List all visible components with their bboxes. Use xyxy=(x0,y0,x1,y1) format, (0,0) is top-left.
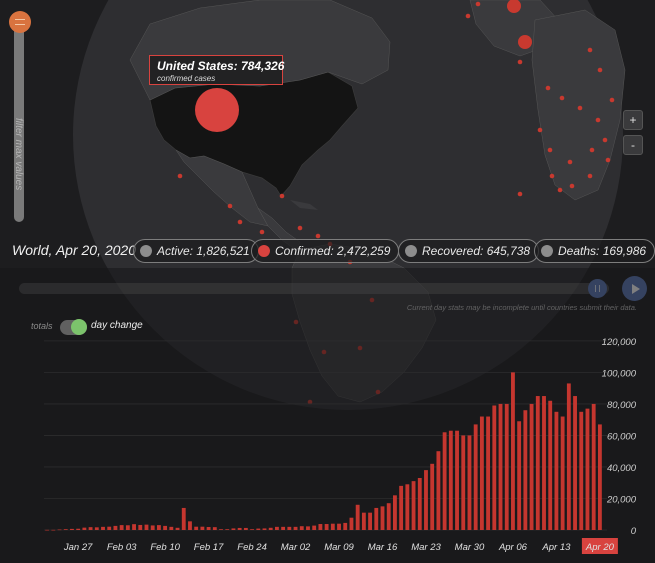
day-change-label[interactable]: day change xyxy=(91,320,143,331)
europe-land xyxy=(531,9,626,201)
case-marker[interactable] xyxy=(237,219,243,225)
caribbean-islands xyxy=(290,200,318,210)
deaths-filter-pill[interactable]: Deaths: 169,986 xyxy=(534,239,655,263)
grip-lines-icon xyxy=(15,19,25,25)
case-marker[interactable] xyxy=(369,297,375,303)
filter-slider-label: filter max values xyxy=(13,118,24,191)
timeline-track[interactable] xyxy=(19,283,609,294)
deaths-count: Deaths: 169,986 xyxy=(558,244,647,258)
case-marker[interactable] xyxy=(357,345,363,351)
case-marker[interactable] xyxy=(293,319,299,325)
case-marker[interactable] xyxy=(259,229,265,235)
data-incomplete-notice: Current day stats may be incomplete unti… xyxy=(406,303,637,312)
case-marker[interactable] xyxy=(557,187,563,193)
case-marker[interactable] xyxy=(475,1,481,7)
filter-slider-knob[interactable] xyxy=(9,11,31,33)
zoom-out-button[interactable]: - xyxy=(623,135,643,155)
case-marker[interactable] xyxy=(297,225,303,231)
case-marker[interactable] xyxy=(517,191,523,197)
case-marker[interactable] xyxy=(321,349,327,355)
case-marker[interactable] xyxy=(605,157,611,163)
confirmed-filter-pill[interactable]: Confirmed: 2,472,259 xyxy=(251,239,400,263)
timeline-handle[interactable] xyxy=(588,279,607,298)
zoom-in-button[interactable]: + xyxy=(623,110,643,130)
case-marker[interactable] xyxy=(227,203,233,209)
active-filter-pill[interactable]: Active: 1,826,521 xyxy=(133,239,259,263)
toggle-knob xyxy=(71,319,87,335)
case-marker[interactable] xyxy=(597,67,603,73)
active-dot-icon xyxy=(140,245,152,257)
case-marker[interactable] xyxy=(177,173,183,179)
case-marker[interactable] xyxy=(279,193,285,199)
mode-toggle-switch[interactable] xyxy=(60,319,87,335)
case-marker-large[interactable] xyxy=(518,35,532,49)
case-marker[interactable] xyxy=(567,159,573,165)
play-button[interactable] xyxy=(622,276,647,301)
case-marker[interactable] xyxy=(517,59,523,65)
case-marker[interactable] xyxy=(602,137,608,143)
active-count: Active: 1,826,521 xyxy=(157,244,250,258)
case-marker[interactable] xyxy=(587,47,593,53)
case-marker[interactable] xyxy=(315,233,321,239)
case-marker[interactable] xyxy=(547,147,553,153)
case-marker[interactable] xyxy=(589,147,595,153)
tooltip-title: United States: 784,326 xyxy=(157,59,285,73)
tooltip-subtitle: confirmed cases xyxy=(157,74,216,83)
case-marker[interactable] xyxy=(559,95,565,101)
confirmed-dot-icon xyxy=(258,245,270,257)
country-tooltip: United States: 784,326 confirmed cases xyxy=(149,55,285,85)
totals-label[interactable]: totals xyxy=(31,321,53,331)
stats-bar: World, Apr 20, 2020 Active: 1,826,521 Co… xyxy=(12,238,655,265)
deaths-dot-icon xyxy=(541,245,553,257)
case-marker-large[interactable] xyxy=(507,0,521,13)
case-marker[interactable] xyxy=(545,85,551,91)
case-marker[interactable] xyxy=(465,13,471,19)
case-marker[interactable] xyxy=(307,399,313,405)
recovered-dot-icon xyxy=(405,245,417,257)
world-date-label: World, Apr 20, 2020 xyxy=(12,242,136,258)
play-icon xyxy=(631,283,640,294)
case-marker[interactable] xyxy=(549,173,555,179)
pause-icon xyxy=(595,285,600,292)
case-marker[interactable] xyxy=(537,127,543,133)
case-marker[interactable] xyxy=(595,117,601,123)
us-case-marker[interactable] xyxy=(195,88,239,132)
case-marker[interactable] xyxy=(609,97,615,103)
recovered-filter-pill[interactable]: Recovered: 645,738 xyxy=(398,239,540,263)
recovered-count: Recovered: 645,738 xyxy=(422,244,531,258)
case-marker[interactable] xyxy=(577,105,583,111)
confirmed-count: Confirmed: 2,472,259 xyxy=(275,244,391,258)
filter-slider-track[interactable] xyxy=(14,12,24,222)
case-marker[interactable] xyxy=(569,183,575,189)
case-marker[interactable] xyxy=(587,173,593,179)
case-marker[interactable] xyxy=(375,389,381,395)
